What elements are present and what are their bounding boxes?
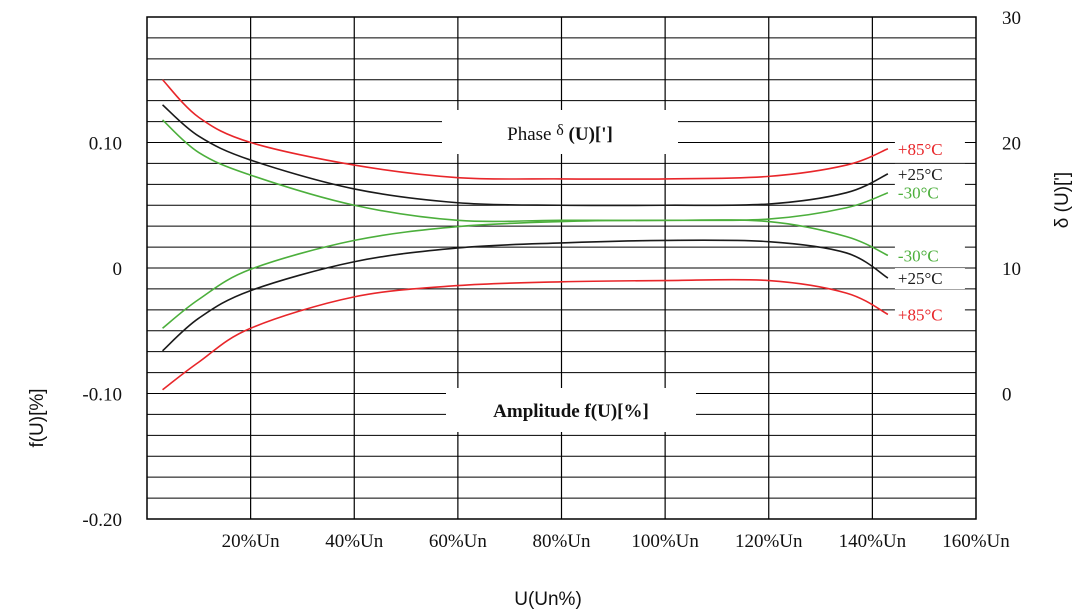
series-label: +25°C xyxy=(898,269,943,288)
series-label: +85°C xyxy=(898,140,943,159)
grid xyxy=(147,17,976,519)
x-tick-label: 60%Un xyxy=(429,531,488,552)
labels: 20%Un 40%Un 60%Un 80%Un 100%Un 120%Un 140%Un 16… xyxy=(82,8,1021,552)
y-left-tick-label: 0 xyxy=(113,259,123,280)
series-line-amplitude xyxy=(163,240,888,351)
y-right-axis-title: δ (U)['] xyxy=(1052,172,1073,228)
x-tick-label: 120%Un xyxy=(735,531,803,552)
delta-symbol: δ xyxy=(556,122,564,139)
y-left-tick-label: -0.20 xyxy=(82,510,122,531)
y-right-tick-label: 30 xyxy=(1002,8,1021,29)
series-label: +25°C xyxy=(898,165,943,184)
series-label: -30°C xyxy=(898,184,939,203)
x-axis-title: U(Un%) xyxy=(514,589,582,610)
series-line-amplitude xyxy=(163,280,888,390)
series-label: -30°C xyxy=(898,246,939,265)
x-tick-label: 20%Un xyxy=(222,531,281,552)
x-tick-label: 160%Un xyxy=(942,531,1010,552)
y-left-tick-label: -0.10 xyxy=(82,385,122,406)
x-tick-label: 100%Un xyxy=(631,531,699,552)
x-tick-label: 140%Un xyxy=(839,531,907,552)
y-left-tick-label: 0.10 xyxy=(89,134,122,155)
y-left-axis-title: f(U)[%] xyxy=(27,388,48,447)
y-right-tick-label: 20 xyxy=(1002,134,1021,155)
y-right-tick-label: 10 xyxy=(1002,259,1021,280)
series-label: +85°C xyxy=(898,305,943,324)
x-tick-label: 80%Un xyxy=(532,531,591,552)
amplitude-title: Amplitude f(U)[%] xyxy=(493,401,649,422)
series-line-amplitude xyxy=(163,220,888,328)
x-tick-label: 40%Un xyxy=(325,531,384,552)
y-right-tick-label: 0 xyxy=(1002,385,1012,406)
